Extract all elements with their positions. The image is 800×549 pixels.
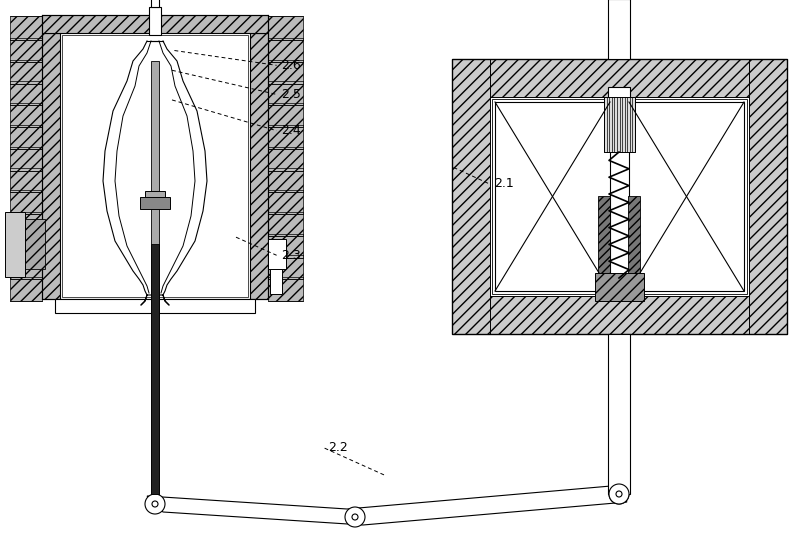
Circle shape <box>609 484 629 504</box>
Bar <box>55 299 255 313</box>
Bar <box>140 197 170 209</box>
Bar <box>10 255 42 279</box>
Bar <box>268 59 303 83</box>
Bar <box>452 59 787 97</box>
Bar <box>10 147 42 171</box>
Bar <box>457 64 782 329</box>
Polygon shape <box>147 486 627 525</box>
Text: 2.2: 2.2 <box>328 441 348 454</box>
Circle shape <box>616 491 622 497</box>
Bar <box>5 212 25 277</box>
Bar <box>62 35 248 297</box>
Bar <box>452 296 787 334</box>
Bar <box>452 59 490 334</box>
Bar <box>477 84 762 309</box>
Bar <box>482 89 757 304</box>
Bar <box>268 16 303 40</box>
Bar <box>268 147 303 171</box>
Bar <box>10 16 42 40</box>
Bar <box>10 81 42 105</box>
Bar <box>10 103 42 127</box>
Bar <box>268 168 303 192</box>
Bar <box>151 61 159 315</box>
Bar <box>629 102 744 291</box>
Bar <box>151 289 159 504</box>
Bar <box>268 277 303 301</box>
Bar <box>492 99 747 294</box>
Bar <box>25 219 45 269</box>
Bar <box>487 94 752 299</box>
Bar <box>452 59 787 334</box>
Bar <box>149 7 161 35</box>
Circle shape <box>609 484 629 504</box>
Bar <box>608 0 630 59</box>
Bar <box>749 59 787 334</box>
Circle shape <box>145 494 165 514</box>
Bar <box>598 196 610 276</box>
Bar <box>452 59 787 334</box>
Bar <box>268 255 303 279</box>
Bar <box>10 212 42 236</box>
Bar <box>10 233 42 257</box>
Circle shape <box>345 507 365 527</box>
Bar <box>10 168 42 192</box>
Text: 2.3: 2.3 <box>282 249 302 262</box>
Text: 2.4: 2.4 <box>282 124 302 137</box>
Bar <box>495 102 610 291</box>
Text: 2.1: 2.1 <box>494 177 514 191</box>
Text: 2.5: 2.5 <box>282 88 302 101</box>
Bar <box>151 244 159 494</box>
Bar <box>268 81 303 105</box>
Bar <box>268 103 303 127</box>
Bar <box>462 69 777 324</box>
Bar <box>270 269 282 294</box>
Bar <box>10 125 42 149</box>
Bar <box>467 74 772 319</box>
Bar <box>10 38 42 61</box>
Bar <box>595 273 644 301</box>
Bar <box>268 233 303 257</box>
Bar <box>608 334 630 494</box>
Bar <box>10 59 42 83</box>
Bar <box>250 33 268 299</box>
Bar <box>608 87 630 283</box>
Circle shape <box>152 501 158 507</box>
Bar <box>604 97 635 152</box>
Bar <box>628 196 640 276</box>
Bar <box>268 212 303 236</box>
Bar <box>268 190 303 214</box>
Bar <box>608 268 630 301</box>
Bar <box>268 38 303 61</box>
Bar <box>42 15 268 33</box>
Circle shape <box>616 491 622 497</box>
Bar <box>268 125 303 149</box>
Bar <box>472 79 767 314</box>
Bar <box>10 277 42 301</box>
Bar <box>145 191 165 197</box>
Bar <box>42 33 60 299</box>
Circle shape <box>352 514 358 520</box>
Bar <box>10 190 42 214</box>
Bar <box>151 0 159 7</box>
Bar <box>268 239 286 269</box>
Text: 2.6: 2.6 <box>282 59 302 72</box>
